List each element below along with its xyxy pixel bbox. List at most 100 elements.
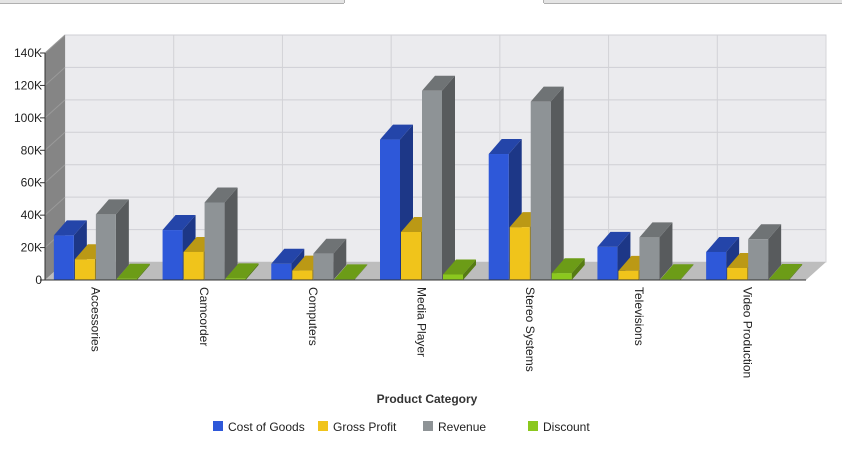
bar-side	[659, 222, 673, 280]
gridline-side	[44, 164, 66, 184]
bar-top	[116, 263, 150, 279]
bar-side	[680, 264, 694, 280]
bar-front	[53, 235, 74, 280]
bar-front	[727, 268, 748, 280]
x-tick-label: Video Production	[741, 287, 755, 378]
legend-swatch	[528, 421, 538, 431]
bar-top	[706, 236, 740, 252]
bar-front	[162, 230, 183, 280]
bar-front	[706, 251, 727, 280]
bar-top	[660, 264, 694, 280]
bar-side	[354, 264, 368, 280]
bar-top	[162, 215, 196, 231]
bar-top	[551, 258, 585, 274]
chart-legend: Cost of Goods Gross Profit Revenue Discount	[213, 420, 590, 434]
x-tick-label: Computers	[306, 287, 320, 346]
bar-side	[463, 259, 476, 280]
y-tick-label: 140K	[14, 46, 42, 60]
legend-label: Discount	[543, 420, 590, 434]
bar-top	[95, 199, 129, 215]
bar	[530, 86, 564, 281]
tab-left[interactable]	[0, 0, 344, 4]
gridline-side	[44, 131, 66, 151]
bar-side	[442, 75, 455, 280]
tab-right[interactable]	[544, 0, 842, 4]
bar-top	[639, 222, 673, 238]
bar-front	[292, 270, 313, 280]
y-tick-label: 100K	[14, 111, 42, 125]
bar-top	[204, 187, 238, 203]
bar-top	[422, 75, 455, 91]
bar-front	[618, 270, 639, 280]
x-axis-title: Product Category	[377, 392, 478, 406]
bar-side	[224, 187, 238, 280]
bar-front	[597, 246, 618, 280]
y-tick-label: 20K	[21, 241, 42, 255]
bar-side	[789, 264, 803, 280]
x-tick-label: Televisions	[632, 287, 646, 346]
bar-front	[74, 259, 95, 280]
bar-front	[183, 251, 204, 280]
bar-front	[551, 273, 572, 280]
bar-top	[769, 264, 803, 280]
bar	[204, 187, 238, 280]
gridline-side	[44, 67, 66, 86]
bar-top	[225, 263, 259, 279]
y-axis: 0 20K 40K 60K 80K 100K 120K 140K	[14, 46, 46, 287]
bar-front	[204, 202, 225, 280]
bar-top	[530, 86, 564, 102]
bar-top	[597, 231, 631, 247]
bar-front	[530, 101, 551, 281]
tab-active[interactable]	[344, 0, 544, 3]
legend-item: Cost of Goods	[213, 420, 305, 434]
legend-item: Revenue	[423, 420, 486, 434]
bar-top	[271, 248, 305, 264]
bar	[639, 222, 673, 280]
bar-top	[334, 264, 368, 280]
gridline-side	[44, 99, 66, 119]
x-tick-label: Accessories	[88, 287, 102, 352]
bar-front	[225, 278, 246, 280]
y-tick-label: 60K	[21, 176, 42, 190]
bar-side	[245, 263, 259, 280]
bar	[443, 259, 476, 280]
bar-side	[136, 263, 150, 280]
bar-front	[488, 154, 509, 280]
y-tick-label: 80K	[21, 143, 42, 157]
legend-label: Revenue	[438, 420, 486, 434]
y-tick-label: 40K	[21, 208, 42, 222]
bar-side	[333, 238, 347, 280]
legend-item: Discount	[528, 420, 590, 434]
bar-side	[115, 199, 129, 280]
bar-top	[443, 259, 476, 275]
bar-front	[313, 253, 334, 280]
legend-label: Gross Profit	[333, 420, 397, 434]
bar-top	[488, 139, 522, 155]
gridline-side	[44, 34, 66, 54]
bar-front	[422, 90, 442, 280]
legend-label: Cost of Goods	[228, 420, 305, 434]
bar-front	[748, 239, 769, 280]
y-tick-label: 120K	[14, 78, 42, 92]
bar-top	[380, 124, 413, 140]
bar-top	[748, 224, 782, 240]
bar-front	[639, 237, 660, 280]
x-tick-label: Stereo Systems	[523, 287, 537, 372]
chart-bars	[53, 75, 803, 281]
x-tick-label: Camcorder	[197, 287, 211, 346]
bar	[225, 263, 259, 280]
bar-front	[509, 227, 530, 280]
legend-swatch	[423, 421, 433, 431]
bar-front	[443, 274, 463, 280]
bar-front	[271, 263, 292, 280]
bar-front	[116, 278, 137, 280]
bar-side	[550, 86, 564, 281]
bar-front	[380, 139, 400, 280]
bar-top	[53, 220, 87, 236]
bar	[116, 263, 150, 280]
y-tick-label: 0	[35, 273, 42, 287]
legend-swatch	[318, 421, 328, 431]
bar-front	[95, 214, 116, 280]
legend-swatch	[213, 421, 223, 431]
bar-side	[768, 224, 782, 280]
